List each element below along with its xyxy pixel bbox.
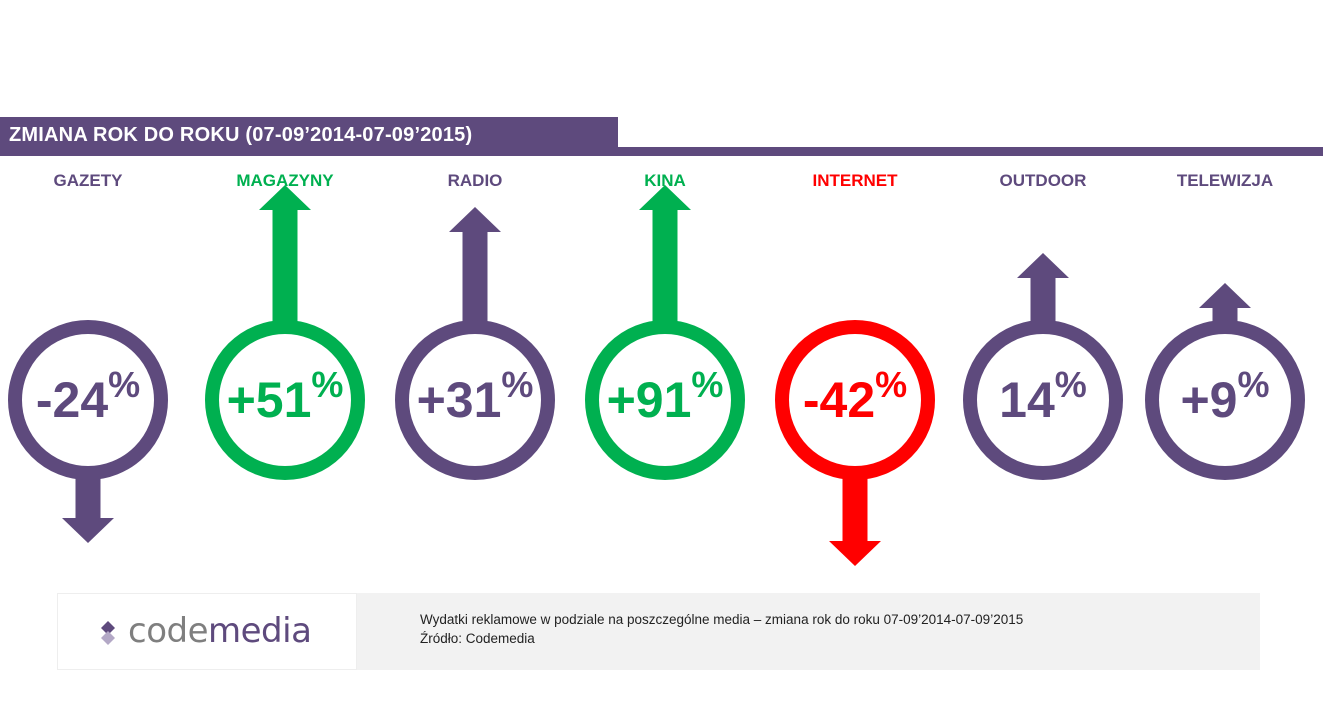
- value-unit: %: [501, 364, 533, 405]
- value-number: +31: [417, 372, 502, 428]
- value-label: +51%: [227, 364, 344, 428]
- arrow-up-icon: [1017, 253, 1069, 278]
- media-item-telewizja: TELEWIZJA +9%: [1145, 171, 1305, 480]
- header-line: [0, 147, 1323, 156]
- value-unit: %: [875, 364, 907, 405]
- media-item-magazyny: MAGAZYNY +51%: [205, 171, 365, 480]
- category-label: OUTDOOR: [1000, 171, 1087, 190]
- category-label: TELEWIZJA: [1177, 171, 1273, 190]
- arrow-down-icon: [829, 541, 881, 566]
- arrow-up-shaft: [272, 209, 298, 334]
- category-label: GAZETY: [54, 171, 124, 190]
- value-label: +9%: [1180, 364, 1269, 428]
- value-ring: [1145, 320, 1305, 480]
- value-label: +91%: [607, 364, 724, 428]
- footer-note: Wydatki reklamowe w podziale na poszczeg…: [420, 610, 1023, 648]
- logo-text: codemedia: [128, 611, 312, 651]
- arrow-up-shaft: [462, 231, 488, 334]
- header-bar: [0, 117, 618, 150]
- arrow-up-icon: [259, 185, 311, 210]
- arrow-up-shaft: [652, 209, 678, 334]
- change-chart: GAZETY-24%MAGAZYNY+51%RADIO+31%KINA+91%I…: [8, 171, 1305, 566]
- logo-text-media: media: [208, 611, 312, 651]
- diamond-logo-icon: [101, 621, 115, 645]
- value-ring: [395, 320, 555, 480]
- value-unit: %: [691, 364, 723, 405]
- value-unit: %: [1055, 364, 1087, 405]
- category-label: MAGAZYNY: [236, 171, 334, 190]
- page-title: ZMIANA ROK DO ROKU (07-09’2014-07-09’201…: [9, 124, 473, 146]
- media-item-radio: RADIO +31%: [395, 171, 555, 480]
- value-unit: %: [108, 364, 140, 405]
- arrow-up-icon: [449, 207, 501, 232]
- arrow-down-icon: [62, 518, 114, 543]
- value-number: -24: [36, 372, 108, 428]
- logo-text-code: code: [128, 611, 209, 651]
- value-label: -42%: [803, 364, 907, 428]
- logo: codemedia: [57, 593, 357, 670]
- value-number: 14: [999, 372, 1055, 428]
- value-number: -42: [803, 372, 875, 428]
- category-label: RADIO: [448, 171, 503, 190]
- category-label: INTERNET: [813, 171, 899, 190]
- media-item-internet: INTERNET -42%: [775, 171, 935, 566]
- media-item-kina: KINA +91%: [585, 171, 745, 480]
- value-label: +31%: [417, 364, 534, 428]
- media-item-gazety: GAZETY -24%: [8, 171, 168, 543]
- footer-caption: Wydatki reklamowe w podziale na poszczeg…: [420, 612, 1024, 627]
- arrow-up-icon: [1199, 283, 1251, 308]
- footer-source: Źródło: Codemedia: [420, 631, 535, 646]
- value-number: +91: [607, 372, 692, 428]
- value-label: 14%: [999, 364, 1087, 428]
- value-ring: [8, 320, 168, 480]
- value-number: +51: [227, 372, 312, 428]
- value-label: -24%: [36, 364, 140, 428]
- value-unit: %: [311, 364, 343, 405]
- value-ring: [775, 320, 935, 480]
- arrow-up-icon: [639, 185, 691, 210]
- media-item-outdoor: OUTDOOR 14%: [963, 171, 1123, 480]
- footer: codemedia Wydatki reklamowe w podziale n…: [57, 593, 1260, 670]
- value-unit: %: [1238, 364, 1270, 405]
- value-number: +9: [1180, 372, 1237, 428]
- value-ring: [205, 320, 365, 480]
- category-label: KINA: [644, 171, 686, 190]
- value-ring: [963, 320, 1123, 480]
- value-ring: [585, 320, 745, 480]
